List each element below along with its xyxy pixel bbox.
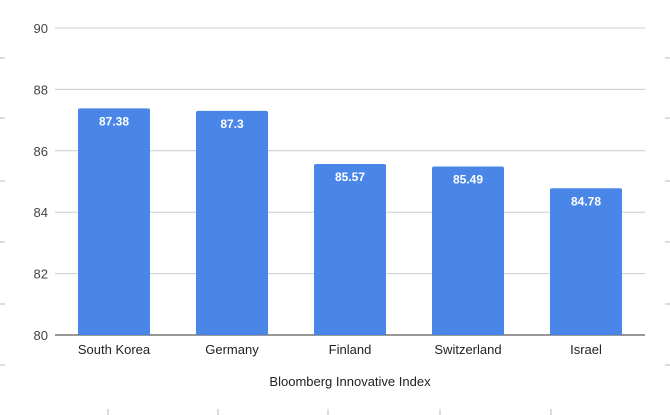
y-tick-label: 82: [34, 267, 48, 282]
y-tick-label: 84: [34, 205, 48, 220]
y-tick-label: 90: [34, 21, 48, 36]
x-axis-title: Bloomberg Innovative Index: [269, 374, 431, 389]
bar-value-label: 85.57: [335, 170, 365, 184]
bar-value-label: 85.49: [453, 172, 483, 186]
bar-value-label: 87.38: [99, 114, 129, 128]
x-tick-label: Finland: [329, 342, 372, 357]
bar: [196, 110, 268, 335]
bar: [432, 166, 504, 335]
x-tick-label: Switzerland: [434, 342, 501, 357]
y-tick-label: 80: [34, 328, 48, 343]
bar: [78, 108, 150, 336]
y-tick-label: 86: [34, 144, 48, 159]
y-axis-ticks: 80 82 84 86 88 90: [34, 21, 48, 343]
x-tick-label: Germany: [205, 342, 259, 357]
x-tick-label: South Korea: [78, 342, 151, 357]
bar: [550, 188, 622, 335]
bar-value-label: 84.78: [571, 194, 601, 208]
x-tick-label: Israel: [570, 342, 602, 357]
x-axis-ticks: South Korea Germany Finland Switzerland Isra…: [78, 342, 602, 357]
frame-edge-ticks: [0, 57, 670, 415]
bar-value-label: 87.3: [220, 117, 244, 131]
bar-value-labels: 87.38 87.3 85.57 85.49 84.78: [99, 114, 601, 208]
y-tick-label: 88: [34, 82, 48, 97]
bars: [78, 108, 622, 336]
bar: [314, 164, 386, 335]
